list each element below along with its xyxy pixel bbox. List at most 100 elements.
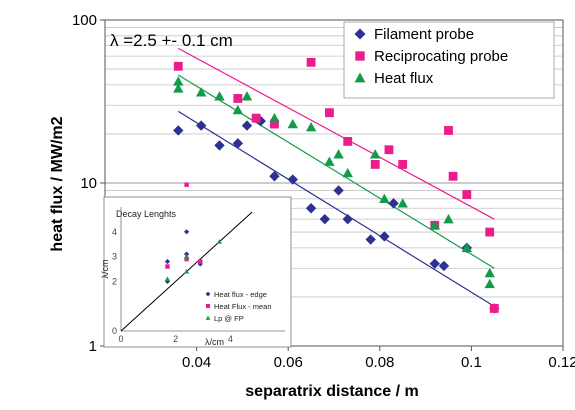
data-point (462, 190, 472, 199)
data-point (484, 267, 495, 278)
inset-x-tick-label: 0 (118, 334, 123, 344)
x-tick-label: 0.1 (461, 354, 482, 371)
inset-data-point (184, 268, 190, 274)
data-point (173, 61, 183, 71)
data-point (485, 227, 495, 237)
data-point (287, 118, 298, 129)
data-point (195, 120, 207, 131)
inset-data-point (184, 256, 189, 262)
data-point (461, 242, 473, 253)
data-point (370, 160, 380, 169)
inset-legend-label: Lp @ FP (214, 314, 244, 323)
data-point (173, 125, 184, 136)
inset-y-tick-label: 4 (112, 227, 117, 237)
data-point (384, 145, 394, 155)
legend-marker (354, 72, 366, 83)
data-point (325, 108, 334, 118)
data-point (214, 91, 225, 101)
data-point (429, 258, 440, 269)
data-point (379, 193, 390, 203)
inset-decay-lengths: Decay Lenghts λ/cm λ/cm 0 2 4 0 2 3 4 Heat flux… (100, 182, 292, 348)
inset-data-point (165, 264, 170, 269)
main-fit-lines (177, 47, 495, 307)
data-point (270, 119, 279, 129)
legend-marker (354, 28, 366, 40)
x-axis-label: separatrix distance / m (245, 383, 418, 400)
data-point (365, 234, 376, 245)
data-point (397, 198, 408, 208)
data-point (241, 91, 253, 101)
x-tick-label: 0.04 (182, 354, 211, 371)
inset-legend-marker (205, 303, 211, 309)
data-point (305, 121, 317, 132)
data-point (269, 171, 280, 182)
x-tick-label: 0.12 (548, 354, 575, 371)
inset-legend-marker (205, 291, 211, 297)
data-point (195, 87, 207, 97)
data-point (343, 136, 353, 146)
data-point (251, 113, 261, 123)
inset-y-label: λ/cm (100, 260, 110, 279)
data-point (443, 213, 454, 224)
x-tick-label: 0.06 (274, 354, 303, 371)
data-point (489, 304, 499, 313)
fit-line (177, 47, 495, 220)
y-axis-label: heat flux / MW/m2 (49, 116, 66, 251)
data-point (287, 174, 298, 185)
data-point (429, 220, 440, 230)
data-point (269, 112, 280, 123)
legend-label: Heat flux (374, 70, 434, 87)
data-point (173, 83, 184, 93)
inset-data-point (164, 278, 171, 284)
inset-legend-marker (205, 315, 211, 320)
lambda-annotation: λ =2.5 +- 0.1 cm (110, 31, 233, 50)
y-tick-label: 1 (89, 338, 97, 355)
data-point (379, 231, 390, 242)
legend-marker (355, 51, 365, 61)
data-point (484, 278, 495, 289)
data-point (333, 185, 344, 196)
inset-data-point (184, 182, 189, 187)
inset-background (103, 196, 292, 348)
inset-legend-label: Heat Flux - mean (214, 302, 272, 311)
data-point (342, 167, 353, 178)
data-point (438, 260, 450, 272)
data-point (173, 76, 184, 86)
inset-data-point (197, 261, 203, 267)
y-tick-label: 10 (80, 175, 97, 192)
data-point (305, 203, 317, 214)
legend-label: Reciprocating probe (374, 48, 508, 65)
data-point (398, 160, 408, 169)
inset-y-tick-label: 0 (112, 326, 117, 336)
fit-line (177, 110, 495, 307)
inset-data-point (164, 258, 171, 265)
data-point (388, 198, 399, 209)
data-point (255, 115, 266, 127)
data-point (370, 149, 381, 159)
data-point (232, 104, 244, 115)
main-tick-labels: 0.04 0.06 0.08 0.1 0.12 1 10 100 (72, 12, 575, 371)
data-point (342, 213, 353, 225)
data-point (233, 94, 243, 103)
inset-y-tick-label: 2 (112, 276, 117, 286)
data-point (214, 140, 225, 151)
inset-data-point (216, 239, 222, 244)
x-tick-label: 0.08 (365, 354, 394, 371)
data-point (448, 171, 458, 181)
data-point (232, 138, 244, 149)
legend-label: Filament probe (374, 26, 474, 43)
inset-data-point (164, 276, 171, 281)
y-tick-label: 100 (72, 12, 97, 29)
main-data-marks (173, 57, 500, 314)
inset-data-point (184, 254, 190, 259)
data-point (444, 126, 453, 135)
inset-data-point (198, 259, 203, 264)
fit-line (177, 74, 495, 269)
data-point (241, 120, 253, 131)
inset-x-tick-label: 4 (228, 334, 233, 344)
data-point (306, 57, 316, 67)
inset-legend-label: Heat flux - edge (214, 290, 267, 299)
inset-x-label: λ/cm (205, 337, 224, 347)
legend-box (343, 21, 555, 99)
